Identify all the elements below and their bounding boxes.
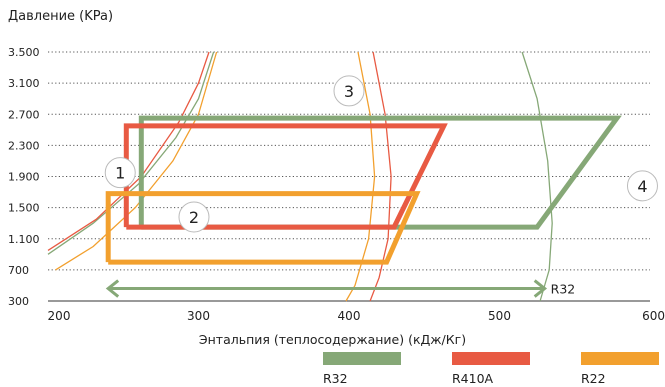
- x-tick-label: 600: [642, 309, 665, 323]
- envelope-r32: [138, 115, 622, 230]
- x-tick-label: 400: [338, 309, 361, 323]
- annotation-label-4: 4: [637, 177, 647, 196]
- legend-label-r32: R32: [323, 371, 348, 386]
- annotation-label-1: 1: [115, 164, 125, 183]
- y-tick-label: 300: [8, 295, 29, 308]
- x-tick-label: 500: [488, 309, 511, 323]
- y-tick-label: 1.900: [8, 171, 40, 184]
- annotation-circle-3: [333, 75, 365, 107]
- range-arrow: R32: [105, 279, 576, 298]
- arrow-label: R32: [551, 282, 576, 297]
- x-tick-label: 300: [187, 309, 210, 323]
- y-tick-label: 1.500: [8, 202, 40, 215]
- annotation-circle-2: [178, 201, 210, 233]
- legend: R32 R410A R22: [323, 352, 659, 386]
- y-tick-label: 700: [8, 264, 29, 277]
- annotation-circle-4: [626, 170, 658, 202]
- chart-title: Давление (KPa): [8, 9, 114, 24]
- legend-label-r410a: R410A: [452, 371, 494, 386]
- legend-label-r22: R22: [581, 371, 606, 386]
- y-tick-label: 2.300: [8, 139, 40, 152]
- saturation-curve-r32-vapor: [521, 51, 553, 302]
- saturation-curve-r22-liquid: [55, 51, 218, 271]
- y-tick-label: 3.500: [8, 46, 40, 59]
- axes: 300 700 1.100 1.500 1.900 2.300 2.700 3.100 3.50…: [8, 46, 665, 323]
- annotations: 1 2 3 4: [104, 75, 658, 233]
- arrow-head-right: [533, 279, 548, 298]
- y-tick-label: 2.700: [8, 108, 40, 121]
- x-axis-label: Энтальпия (теплосодержание) (кДж/Кг): [198, 332, 467, 347]
- x-tick-label: 200: [48, 309, 71, 323]
- arrow-head-left: [105, 279, 120, 298]
- annotation-label-3: 3: [344, 82, 354, 101]
- y-tick-label: 3.100: [8, 77, 40, 90]
- y-tick-label: 1.100: [8, 233, 40, 246]
- envelope-r22: [105, 191, 421, 265]
- saturation-curve-r410a-liquid: [47, 51, 210, 251]
- legend-swatch-r410a: [452, 352, 530, 365]
- saturation-curve-r32-liquid: [47, 51, 215, 255]
- legend-swatch-r32: [323, 352, 401, 365]
- annotation-label-2: 2: [189, 208, 199, 227]
- annotation-circle-1: [104, 157, 136, 189]
- legend-swatch-r22: [581, 352, 659, 365]
- saturation-curve-r410a-vapor: [369, 51, 392, 302]
